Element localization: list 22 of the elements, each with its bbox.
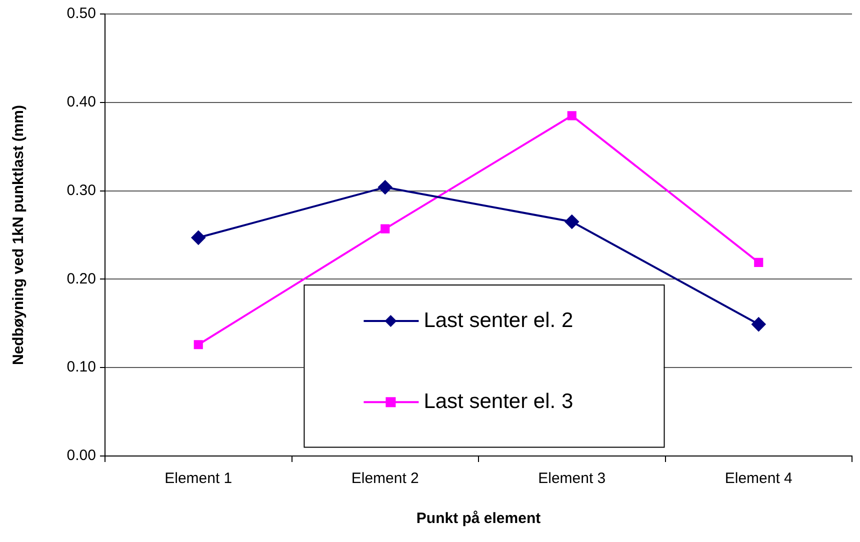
legend-label: Last senter el. 2 (424, 308, 574, 332)
y-tick-label: 0.20 (66, 270, 96, 288)
legend-label: Last senter el. 3 (424, 390, 574, 413)
x-tick-label: Element 3 (538, 470, 606, 488)
point (752, 317, 766, 332)
y-tick-label: 0.30 (66, 182, 96, 199)
point (564, 214, 579, 229)
y-tick-label: 0.10 (66, 358, 96, 376)
x-tick-label: Element 4 (724, 470, 792, 488)
x-tick-label: Element 2 (351, 470, 419, 488)
point (567, 111, 576, 120)
y-tick-label: 0.00 (66, 447, 96, 464)
y-tick-label: 0.50 (66, 5, 96, 22)
point (380, 224, 390, 234)
x-axis-title: Punkt på element (416, 510, 541, 528)
y-axis-title: Nedbøyning ved 1kN punktlast (mm) (10, 104, 28, 366)
point (194, 340, 203, 350)
x-tick-label: Element 1 (164, 470, 232, 488)
point (191, 230, 206, 245)
point (754, 258, 764, 267)
point (378, 180, 392, 194)
y-tick-label: 0.40 (66, 94, 96, 111)
